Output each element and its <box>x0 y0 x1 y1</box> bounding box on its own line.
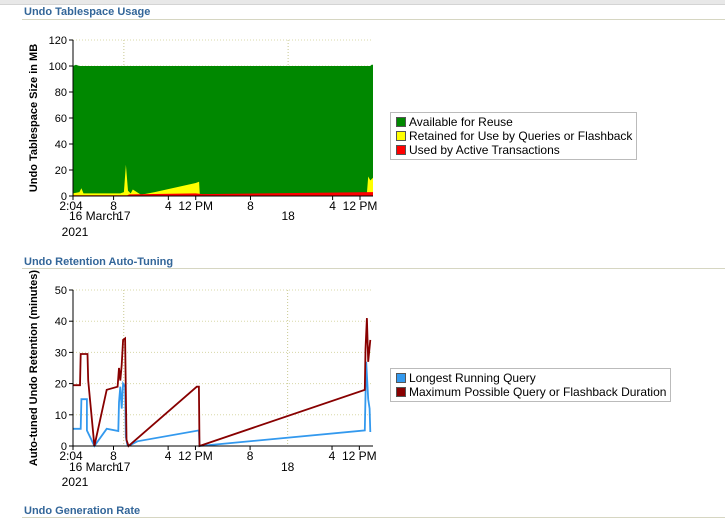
undo-generation-rate-title: Undo Generation Rate <box>24 505 141 517</box>
undo-retention-auto-tuning-title: Undo Retention Auto-Tuning <box>24 256 174 268</box>
series-area-0 <box>73 192 373 196</box>
legend-label: Maximum Possible Query or Flashback Dura… <box>409 385 667 399</box>
x-tick-label: 12 PM <box>343 199 378 213</box>
y-tick-label: 10 <box>55 410 67 422</box>
y-axis-title: Undo Tablespace Size in MB <box>28 44 40 192</box>
section-divider <box>22 517 725 518</box>
x-tick-label: 4 <box>329 449 336 463</box>
series-line-1 <box>73 318 372 448</box>
section-divider <box>22 19 725 20</box>
y-tick-label: 80 <box>55 87 67 99</box>
x-tick-label: 2:04 <box>59 449 83 463</box>
x-date-label: 16 March <box>69 460 119 474</box>
x-tick-label: 2:04 <box>59 199 83 213</box>
legend-label: Longest Running Query <box>409 371 536 385</box>
legend-swatch-darkred <box>396 387 406 397</box>
top-toolbar-edge <box>0 0 725 5</box>
y-tick-label: 20 <box>55 379 67 391</box>
legend-item-retained: Retained for Use by Queries or Flashback <box>396 129 632 143</box>
y-axis-title: Auto-tuned Undo Retention (minutes) <box>28 270 40 466</box>
x-tick-label: 4 <box>329 199 336 213</box>
y-tick-label: 100 <box>49 61 67 73</box>
series-area-2 <box>73 64 373 196</box>
x-year-label: 2021 <box>62 225 89 239</box>
legend-label: Retained for Use by Queries or Flashback <box>409 129 633 143</box>
legend-label: Available for Reuse <box>409 115 513 129</box>
x-tick-label: 12 PM <box>178 449 213 463</box>
y-tick-label: 0 <box>61 441 67 453</box>
undo-tablespace-usage-title: Undo Tablespace Usage <box>24 6 151 18</box>
legend-swatch-yellow <box>396 131 406 141</box>
series-line-0 <box>73 361 372 448</box>
legend-item-used: Used by Active Transactions <box>396 143 632 157</box>
legend-label: Used by Active Transactions <box>409 143 560 157</box>
x-year-label: 2021 <box>62 475 89 489</box>
plot-area <box>73 290 373 446</box>
y-tick-label: 120 <box>49 35 67 47</box>
x-date-label: 16 March <box>69 209 119 223</box>
y-tick-label: 50 <box>55 285 67 297</box>
y-tick-label: 20 <box>55 165 67 177</box>
y-tick-label: 30 <box>55 347 67 359</box>
x-date-label: 17 <box>117 209 131 223</box>
legend-swatch-red <box>396 145 406 155</box>
x-tick-label: 4 <box>165 449 172 463</box>
legend-item-available: Available for Reuse <box>396 115 632 129</box>
y-tick-label: 40 <box>55 139 67 151</box>
y-tick-label: 0 <box>61 191 67 203</box>
x-tick-label: 12 PM <box>178 199 213 213</box>
x-tick-label: 4 <box>165 199 172 213</box>
y-tick-label: 40 <box>55 316 67 328</box>
usage-chart-legend: Available for Reuse Retained for Use by … <box>390 112 638 160</box>
legend-item-longest: Longest Running Query <box>396 371 666 385</box>
legend-swatch-green <box>396 117 406 127</box>
y-tick-label: 60 <box>55 113 67 125</box>
x-tick-label: 8 <box>110 199 117 213</box>
x-date-label: 18 <box>281 209 295 223</box>
retention-chart-legend: Longest Running Query Maximum Possible Q… <box>390 368 672 402</box>
legend-swatch-blue <box>396 373 406 383</box>
x-date-label: 17 <box>117 460 131 474</box>
section-divider <box>22 268 725 269</box>
legend-item-maximum: Maximum Possible Query or Flashback Dura… <box>396 385 666 399</box>
x-tick-label: 12 PM <box>342 449 377 463</box>
x-tick-label: 8 <box>247 449 254 463</box>
x-date-label: 18 <box>281 460 295 474</box>
x-tick-label: 8 <box>247 199 254 213</box>
x-tick-label: 8 <box>110 449 117 463</box>
